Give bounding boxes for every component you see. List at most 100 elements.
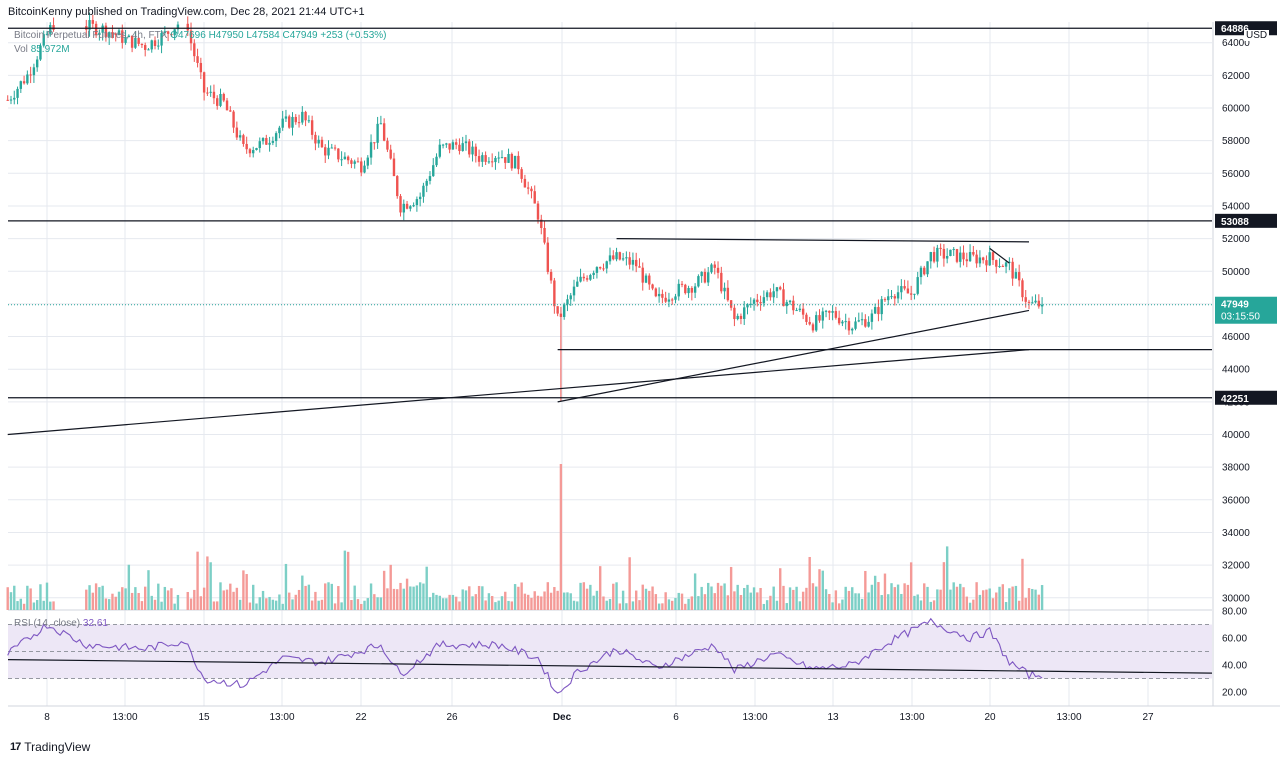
candle (6, 99, 9, 101)
volume-bar (585, 588, 589, 610)
volume-bar (772, 586, 775, 610)
candle (242, 135, 245, 144)
candle (160, 32, 163, 46)
volume-bar (834, 590, 838, 610)
volume-bar (654, 594, 658, 610)
candle (887, 296, 890, 301)
candle (716, 267, 720, 273)
candle (268, 142, 271, 145)
volume-bar (667, 599, 671, 610)
candle (245, 143, 248, 150)
volume-bar (919, 600, 923, 610)
candle (252, 150, 255, 154)
volume-bar (340, 602, 343, 610)
candle (684, 284, 687, 294)
volume-bar (88, 585, 91, 610)
volume-bar (114, 596, 117, 610)
volume-bar (196, 551, 199, 610)
volume-value: 85.972M (30, 44, 70, 55)
candle (1024, 297, 1027, 302)
candle (225, 100, 229, 111)
candle (13, 97, 16, 100)
time-tick-label: 13:00 (899, 712, 924, 723)
volume-bar (170, 588, 173, 610)
volume-bar (85, 589, 88, 610)
candle (664, 297, 667, 302)
candle (166, 31, 170, 34)
candle (628, 257, 631, 265)
volume-bar (592, 595, 595, 610)
volume-bar (569, 593, 572, 610)
volume-bar (137, 593, 140, 610)
candle (739, 315, 743, 319)
volume-bar (625, 603, 628, 610)
candle (657, 293, 661, 297)
candle (366, 157, 369, 166)
volume-bar (867, 592, 870, 610)
candle (903, 286, 906, 289)
volume-bar (373, 594, 376, 610)
volume-bar (631, 601, 635, 610)
candle (1027, 301, 1031, 303)
candle (284, 116, 288, 119)
candle (504, 157, 507, 163)
symbol-legend: Bitcoin Perpetual Futures, 4h, FTX O4769… (14, 30, 387, 41)
candle (605, 261, 608, 269)
candle (579, 276, 582, 282)
volume-bar (517, 586, 520, 610)
volume-bar (873, 575, 877, 610)
volume-bar (288, 592, 291, 610)
time-tick-label: Dec (553, 712, 572, 723)
rsi-tick-label: 40.00 (1222, 661, 1247, 672)
support-label-bg (1215, 390, 1277, 405)
rsi-line (7, 617, 1043, 694)
candle (193, 43, 196, 57)
last-price-label: 47949 (1221, 300, 1249, 311)
candle (376, 123, 379, 143)
volume-bar (22, 603, 26, 610)
candle (677, 283, 680, 297)
candle (923, 267, 926, 275)
volume-bar (409, 586, 412, 610)
candle (39, 45, 42, 60)
candle (464, 141, 468, 144)
candle (625, 257, 628, 259)
volume-bar (438, 595, 441, 610)
volume-bar (733, 591, 736, 610)
candle (857, 320, 860, 322)
volume-bar (566, 592, 569, 610)
candle (1001, 266, 1005, 268)
candle (949, 249, 952, 256)
volume-bar (52, 601, 55, 610)
time-tick-label: 13:00 (1056, 712, 1081, 723)
volume-bar (985, 589, 988, 610)
candle (726, 287, 730, 301)
candle (723, 287, 726, 292)
volume-bar (238, 599, 242, 610)
volume-bar (883, 573, 887, 610)
candle (307, 120, 311, 122)
volume-bar (723, 583, 726, 610)
candle (382, 123, 386, 141)
volume-bar (274, 600, 278, 610)
volume-bar (458, 601, 461, 610)
candle (772, 291, 775, 298)
candle (608, 255, 612, 262)
volume-bar (795, 586, 798, 610)
volume-bar (864, 570, 867, 610)
volume-bar (680, 593, 684, 610)
ohlc-close: C47949 (282, 30, 318, 41)
ohlc-change: +253 (+0.53%) (320, 30, 387, 41)
volume-bar (356, 599, 360, 610)
candle (363, 165, 366, 173)
candle (356, 161, 360, 163)
candle (965, 259, 969, 262)
candle (101, 25, 104, 33)
time-tick-label: 20 (984, 712, 996, 723)
volume-bar (762, 603, 766, 610)
volume-bar (399, 582, 402, 610)
volume-bar (952, 582, 955, 610)
candle (824, 310, 828, 312)
volume-bar (1011, 586, 1014, 610)
candle (939, 247, 942, 249)
